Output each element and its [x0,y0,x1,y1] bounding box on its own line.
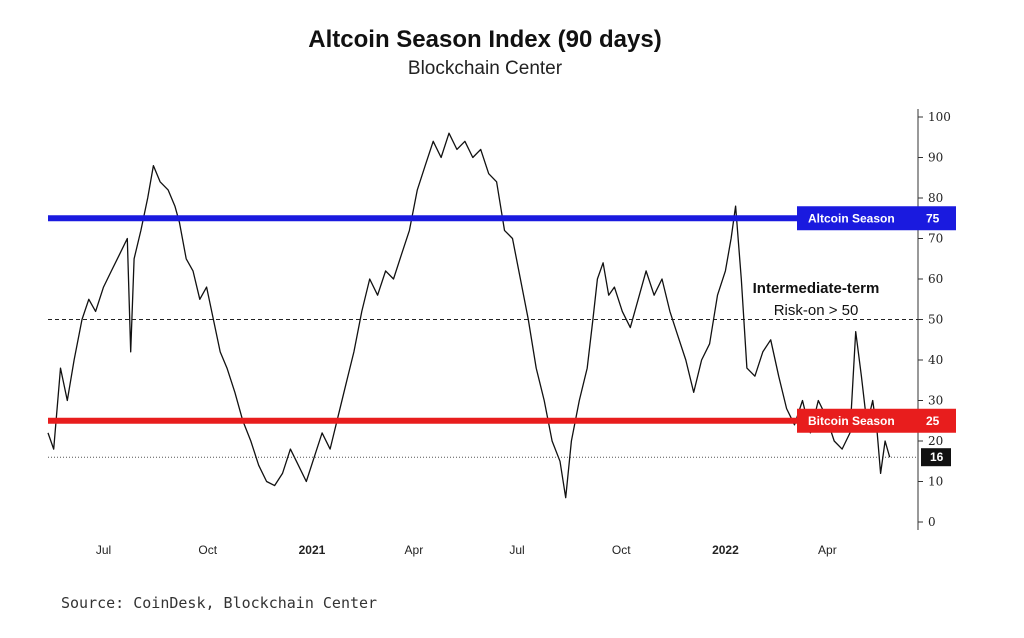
x-tick-label: Jul [509,543,524,557]
y-tick-label: 30 [928,394,943,408]
y-tick-label: 80 [928,191,943,205]
current-value-marker: 16 [921,448,951,467]
x-tick-label: Oct [612,543,631,557]
annotation-line-2: Risk-on > 50 [774,302,859,319]
x-tick-label: 2022 [712,543,739,557]
threshold-label: Altcoin Season [808,211,895,225]
x-tick-label: Apr [405,543,424,557]
source-note: Source: CoinDesk, Blockchain Center [61,594,378,612]
threshold-value-label: 25 [926,414,940,428]
current-value-label: 16 [930,450,944,464]
risk-on-annotation: Intermediate-term Risk-on > 50 [753,280,880,319]
threshold-label-box [797,206,956,231]
x-tick-label: 2021 [299,543,326,557]
current-value-box [921,448,951,467]
x-tick-label: Jul [96,543,111,557]
x-tick-label: Oct [198,543,217,557]
index-series-line [47,132,891,499]
y-tick-label: 40 [928,353,943,367]
y-tick-label: 100 [928,110,951,124]
threshold-bands: Altcoin Season 75 Bitcoin Season 25 [48,206,956,433]
annotation-line-1: Intermediate-term [753,280,880,297]
x-tick-label: Apr [818,543,837,557]
y-tick-label: 50 [928,313,943,327]
series-layer [47,132,891,499]
chart-title: Altcoin Season Index (90 days) [308,26,662,53]
y-tick-label: 90 [928,151,943,165]
y-tick-label: 10 [928,475,943,489]
reference-lines [48,319,918,458]
threshold-line [48,417,918,424]
y-tick-label: 70 [928,232,943,246]
threshold-label: Bitcoin Season [808,414,895,428]
threshold-value-label: 75 [926,211,940,225]
threshold-line [48,215,918,222]
x-axis: Jul Oct 2021 Apr Jul Oct 2022 Apr [96,543,837,557]
y-tick-label: 20 [928,434,943,448]
chart-subtitle: Blockchain Center [407,58,563,79]
y-axis: 0 10 20 30 40 50 60 70 80 90 100 [917,109,951,530]
threshold-label-box [797,408,956,433]
y-tick-label: 0 [928,515,936,529]
y-tick-label: 60 [928,272,943,286]
